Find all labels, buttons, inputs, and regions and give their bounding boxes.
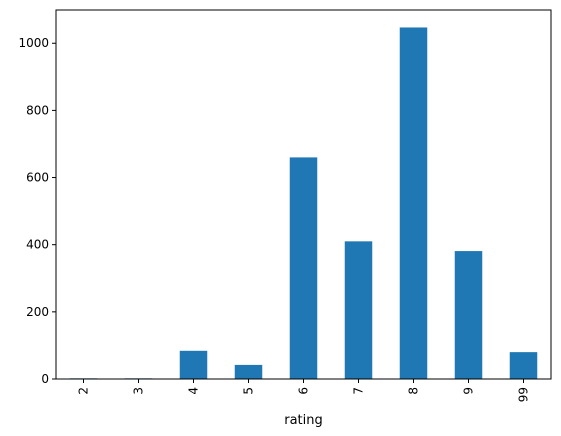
bar-4 bbox=[179, 350, 208, 379]
bar-7 bbox=[344, 241, 373, 379]
y-tick-label: 400 bbox=[26, 238, 49, 252]
x-tick-label: 9 bbox=[462, 387, 476, 395]
bars bbox=[69, 27, 538, 380]
bar-99 bbox=[509, 352, 538, 379]
y-tick-label: 800 bbox=[26, 103, 49, 117]
plot-frame bbox=[55, 9, 552, 380]
x-tick-label: 4 bbox=[187, 387, 201, 395]
x-tick-label: 3 bbox=[132, 387, 146, 395]
y-tick-label: 600 bbox=[26, 171, 49, 185]
x-tick-label: 6 bbox=[297, 387, 311, 395]
x-tick-label: 8 bbox=[407, 387, 421, 395]
y-axis-ticks: 0 200 400 600 800 1000 bbox=[18, 36, 56, 386]
x-tick-label: 99 bbox=[517, 387, 531, 402]
x-tick-label: 2 bbox=[77, 387, 91, 395]
bar-8 bbox=[399, 27, 428, 380]
y-tick-label: 1000 bbox=[18, 36, 49, 50]
x-tick-label: 7 bbox=[352, 387, 366, 395]
x-axis-label: rating bbox=[284, 413, 323, 428]
y-tick-label: 0 bbox=[41, 372, 49, 386]
bar-6 bbox=[289, 157, 318, 379]
bar-9 bbox=[454, 251, 483, 379]
x-axis-ticks: 2 3 4 5 6 7 8 9 99 bbox=[77, 379, 531, 402]
y-tick-label: 200 bbox=[26, 305, 49, 319]
x-tick-label: 5 bbox=[242, 387, 256, 395]
bar-5 bbox=[234, 364, 263, 379]
